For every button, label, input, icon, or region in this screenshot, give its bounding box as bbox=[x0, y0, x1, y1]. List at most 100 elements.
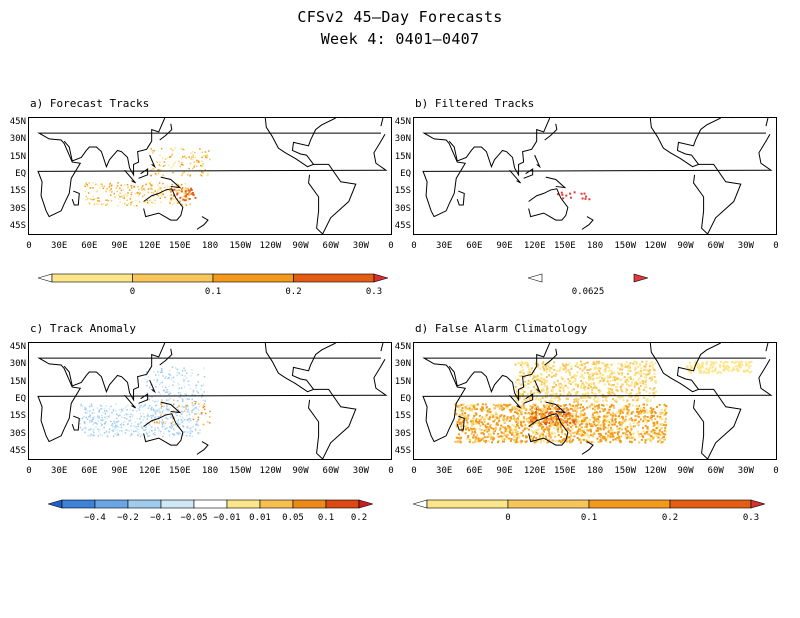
colorbar-swatch bbox=[293, 273, 375, 283]
lon-tick-label: 120W bbox=[259, 466, 282, 476]
colorbar-label: 0.3 bbox=[366, 287, 382, 297]
lon-tick-label: 30E bbox=[51, 241, 68, 251]
lon-tick-label: 60W bbox=[707, 241, 724, 251]
lon-tick-label: 120W bbox=[259, 241, 282, 251]
lat-tick-label: 45S bbox=[394, 221, 411, 232]
colorbar-swatch bbox=[132, 273, 214, 283]
map-filtered-tracks bbox=[413, 117, 777, 235]
colorbar-swatch bbox=[669, 499, 752, 509]
lon-tick-label: 90E bbox=[111, 241, 128, 251]
lat-tick-label: 45N bbox=[394, 116, 411, 127]
lat-tick-label: 30N bbox=[9, 359, 26, 370]
lon-tick-label: 60W bbox=[322, 466, 339, 476]
lon-tick-label: 60W bbox=[707, 466, 724, 476]
lat-tick-label: 15N bbox=[394, 151, 411, 162]
colorbar-swatch bbox=[193, 499, 228, 509]
lat-tick-label: 15S bbox=[394, 186, 411, 197]
colorbar-label: −0.4 bbox=[84, 513, 106, 523]
lat-tick-label: 45N bbox=[394, 341, 411, 352]
colorbar-label: 0 bbox=[130, 287, 135, 297]
lat-tick-label: EQ bbox=[400, 394, 411, 404]
lon-tick-label: 90E bbox=[496, 466, 513, 476]
lon-tick-label: 150W bbox=[229, 466, 251, 476]
lon-tick-label: 120E bbox=[523, 241, 546, 251]
lat-tick-label: 15S bbox=[9, 411, 26, 422]
lon-tick-label: 30E bbox=[436, 241, 453, 251]
colorbar-label: −0.1 bbox=[150, 513, 172, 523]
colorbar-swatch bbox=[633, 273, 648, 283]
colorbar-swatch bbox=[94, 499, 129, 509]
colorbar-swatch bbox=[48, 499, 63, 509]
colorbar-filtered-tracks: 0.0625 bbox=[528, 273, 648, 297]
colorbar-swatch bbox=[413, 499, 428, 509]
colorbar-swatch bbox=[259, 499, 294, 509]
colorbar-swatch bbox=[127, 499, 162, 509]
colorbar-swatch bbox=[588, 499, 671, 509]
lat-tick-label: 15N bbox=[9, 151, 26, 162]
map-false-alarm-climatology bbox=[413, 342, 777, 460]
colorbar-label: 0.2 bbox=[351, 513, 367, 523]
colorbar-swatch bbox=[51, 273, 133, 283]
lat-tick-label: 30S bbox=[9, 203, 26, 214]
colorbar-swatch bbox=[426, 499, 509, 509]
lon-tick-label: 90W bbox=[292, 241, 309, 251]
lon-tick-label: 150E bbox=[168, 466, 191, 476]
lon-tick-label: 150E bbox=[553, 466, 576, 476]
panel-b-label: b) Filtered Tracks bbox=[415, 97, 535, 110]
lat-tick-label: 45S bbox=[394, 446, 411, 457]
lon-tick-label: 30E bbox=[436, 466, 453, 476]
lon-tick-label: 30W bbox=[352, 466, 369, 476]
lat-tick-label: 30S bbox=[9, 428, 26, 439]
lon-tick-label: 150E bbox=[553, 241, 576, 251]
lon-tick-label: 90W bbox=[292, 466, 309, 476]
colorbar-label: 0.3 bbox=[743, 513, 759, 523]
colorbar-label: 0.05 bbox=[282, 513, 304, 523]
lon-tick-label: 30W bbox=[352, 241, 369, 251]
lon-tick-label: 0 bbox=[773, 241, 779, 251]
colorbar-swatch bbox=[226, 499, 261, 509]
lon-tick-label: 180 bbox=[586, 241, 604, 251]
lon-tick-label: 30W bbox=[737, 466, 754, 476]
map-forecast-tracks bbox=[28, 117, 392, 235]
lon-tick-label: 90E bbox=[496, 241, 513, 251]
colorbar-label: −0.2 bbox=[117, 513, 139, 523]
lon-tick-label: 60E bbox=[466, 241, 483, 251]
colorbar-swatch bbox=[61, 499, 96, 509]
colorbar-track-anomaly: −0.4−0.2−0.1−0.05−0.010.010.050.10.20.4 bbox=[48, 499, 373, 523]
lat-tick-label: 30S bbox=[394, 203, 411, 214]
colorbar-swatch bbox=[160, 499, 195, 509]
colorbar-swatch bbox=[373, 273, 388, 283]
lon-tick-label: 180 bbox=[586, 466, 604, 476]
lon-tick-label: 180 bbox=[201, 241, 219, 251]
colorbar-label: 0.1 bbox=[205, 287, 221, 297]
lat-tick-label: 15N bbox=[394, 376, 411, 387]
panel-c-label: c) Track Anomaly bbox=[30, 322, 136, 335]
lon-tick-label: 90E bbox=[111, 466, 128, 476]
colorbar-swatch bbox=[38, 273, 53, 283]
lat-tick-label: EQ bbox=[15, 394, 26, 404]
colorbar-swatch bbox=[528, 273, 543, 283]
lon-tick-label: 0 bbox=[26, 466, 32, 476]
colorbar-label: 0 bbox=[505, 513, 510, 523]
figure-title: CFSv2 45–Day Forecasts bbox=[297, 8, 503, 26]
lat-tick-label: 30N bbox=[394, 134, 411, 145]
lon-tick-label: 0 bbox=[388, 466, 394, 476]
colorbar-swatch bbox=[507, 499, 590, 509]
lon-tick-label: 60E bbox=[81, 241, 98, 251]
lon-tick-label: 0 bbox=[388, 241, 394, 251]
lat-tick-label: 15N bbox=[9, 376, 26, 387]
lon-tick-label: 120E bbox=[138, 241, 161, 251]
lon-tick-label: 0 bbox=[411, 241, 417, 251]
lon-tick-label: 0 bbox=[26, 241, 32, 251]
lon-tick-label: 120E bbox=[138, 466, 161, 476]
colorbar-label: 0.1 bbox=[318, 513, 334, 523]
colorbar-swatch bbox=[212, 273, 294, 283]
colorbar-label: 0.0625 bbox=[572, 287, 605, 297]
lon-tick-label: 60E bbox=[466, 466, 483, 476]
colorbar-label: 0.01 bbox=[249, 513, 271, 523]
lat-tick-label: 45N bbox=[9, 341, 26, 352]
lon-tick-label: 0 bbox=[773, 466, 779, 476]
map-track-anomaly bbox=[28, 342, 392, 460]
lon-tick-label: 60W bbox=[322, 241, 339, 251]
lon-tick-label: 120W bbox=[644, 466, 667, 476]
